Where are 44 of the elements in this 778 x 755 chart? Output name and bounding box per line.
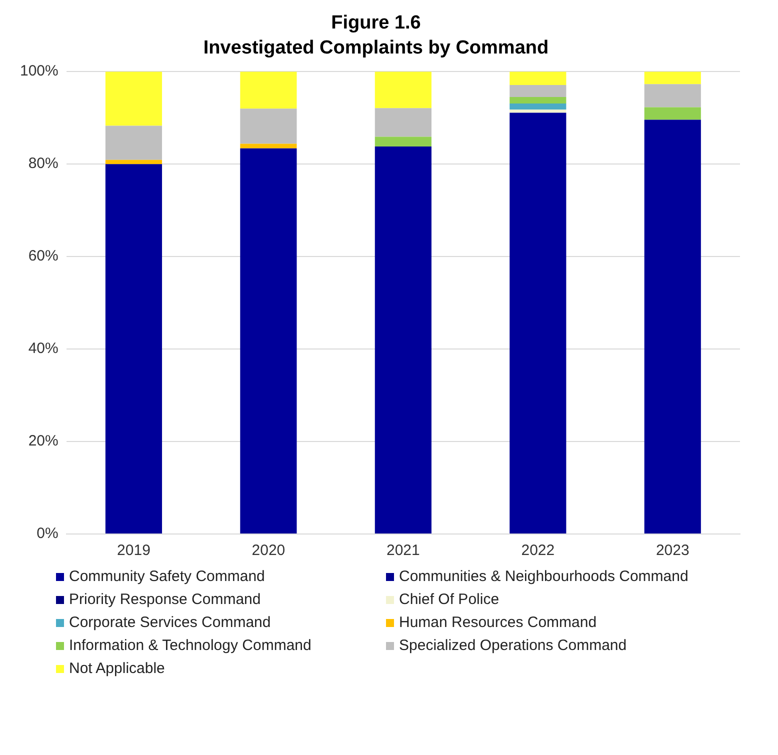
legend-label: Human Resources Command — [399, 614, 597, 631]
chart-subtitle: Investigated Complaints by Command — [203, 37, 549, 58]
bar — [510, 97, 566, 104]
x-tick-label: 2021 — [386, 542, 420, 560]
bar — [105, 126, 162, 160]
bar — [105, 72, 162, 126]
bar — [510, 112, 566, 534]
legend-label: Information & Technology Command — [69, 637, 312, 654]
legend-label: Chief Of Police — [399, 591, 500, 608]
y-tick-label: 100% — [20, 62, 58, 80]
x-tick-label: 2023 — [656, 542, 690, 560]
legend-label: Community Safety Command — [69, 568, 265, 585]
bar — [510, 72, 566, 86]
bar — [105, 160, 162, 164]
y-tick-label: 0% — [36, 525, 58, 542]
bar — [374, 146, 432, 534]
bar — [644, 72, 701, 84]
legend-label: Priority Response Command — [69, 591, 261, 608]
y-tick-label: 40% — [28, 340, 58, 358]
x-tick-label: 2019 — [117, 542, 150, 560]
bar — [374, 108, 432, 137]
legend-label: Corporate Services Command — [69, 614, 271, 631]
bar — [510, 104, 566, 110]
bar — [374, 136, 432, 147]
bar — [240, 148, 297, 534]
y-tick-label: 80% — [28, 155, 58, 172]
bar — [510, 85, 566, 98]
y-tick-label: 60% — [28, 248, 58, 265]
bar — [374, 72, 432, 108]
chart-title: Figure 1.6 — [331, 12, 421, 34]
bar — [644, 120, 701, 534]
legend-label: Not Applicable — [69, 660, 165, 677]
legend-label: Specialized Operations Command — [399, 637, 627, 654]
bar — [240, 72, 297, 109]
x-tick-label: 2020 — [252, 542, 286, 560]
bar — [510, 110, 566, 113]
legend-label: Communities & Neighbourhoods Command — [399, 568, 688, 585]
bar — [644, 107, 701, 120]
bar — [240, 108, 297, 144]
bar — [105, 164, 162, 534]
bar — [644, 84, 701, 108]
y-tick-label: 20% — [28, 432, 58, 450]
x-tick-label: 2022 — [521, 542, 555, 560]
bar — [240, 144, 297, 148]
